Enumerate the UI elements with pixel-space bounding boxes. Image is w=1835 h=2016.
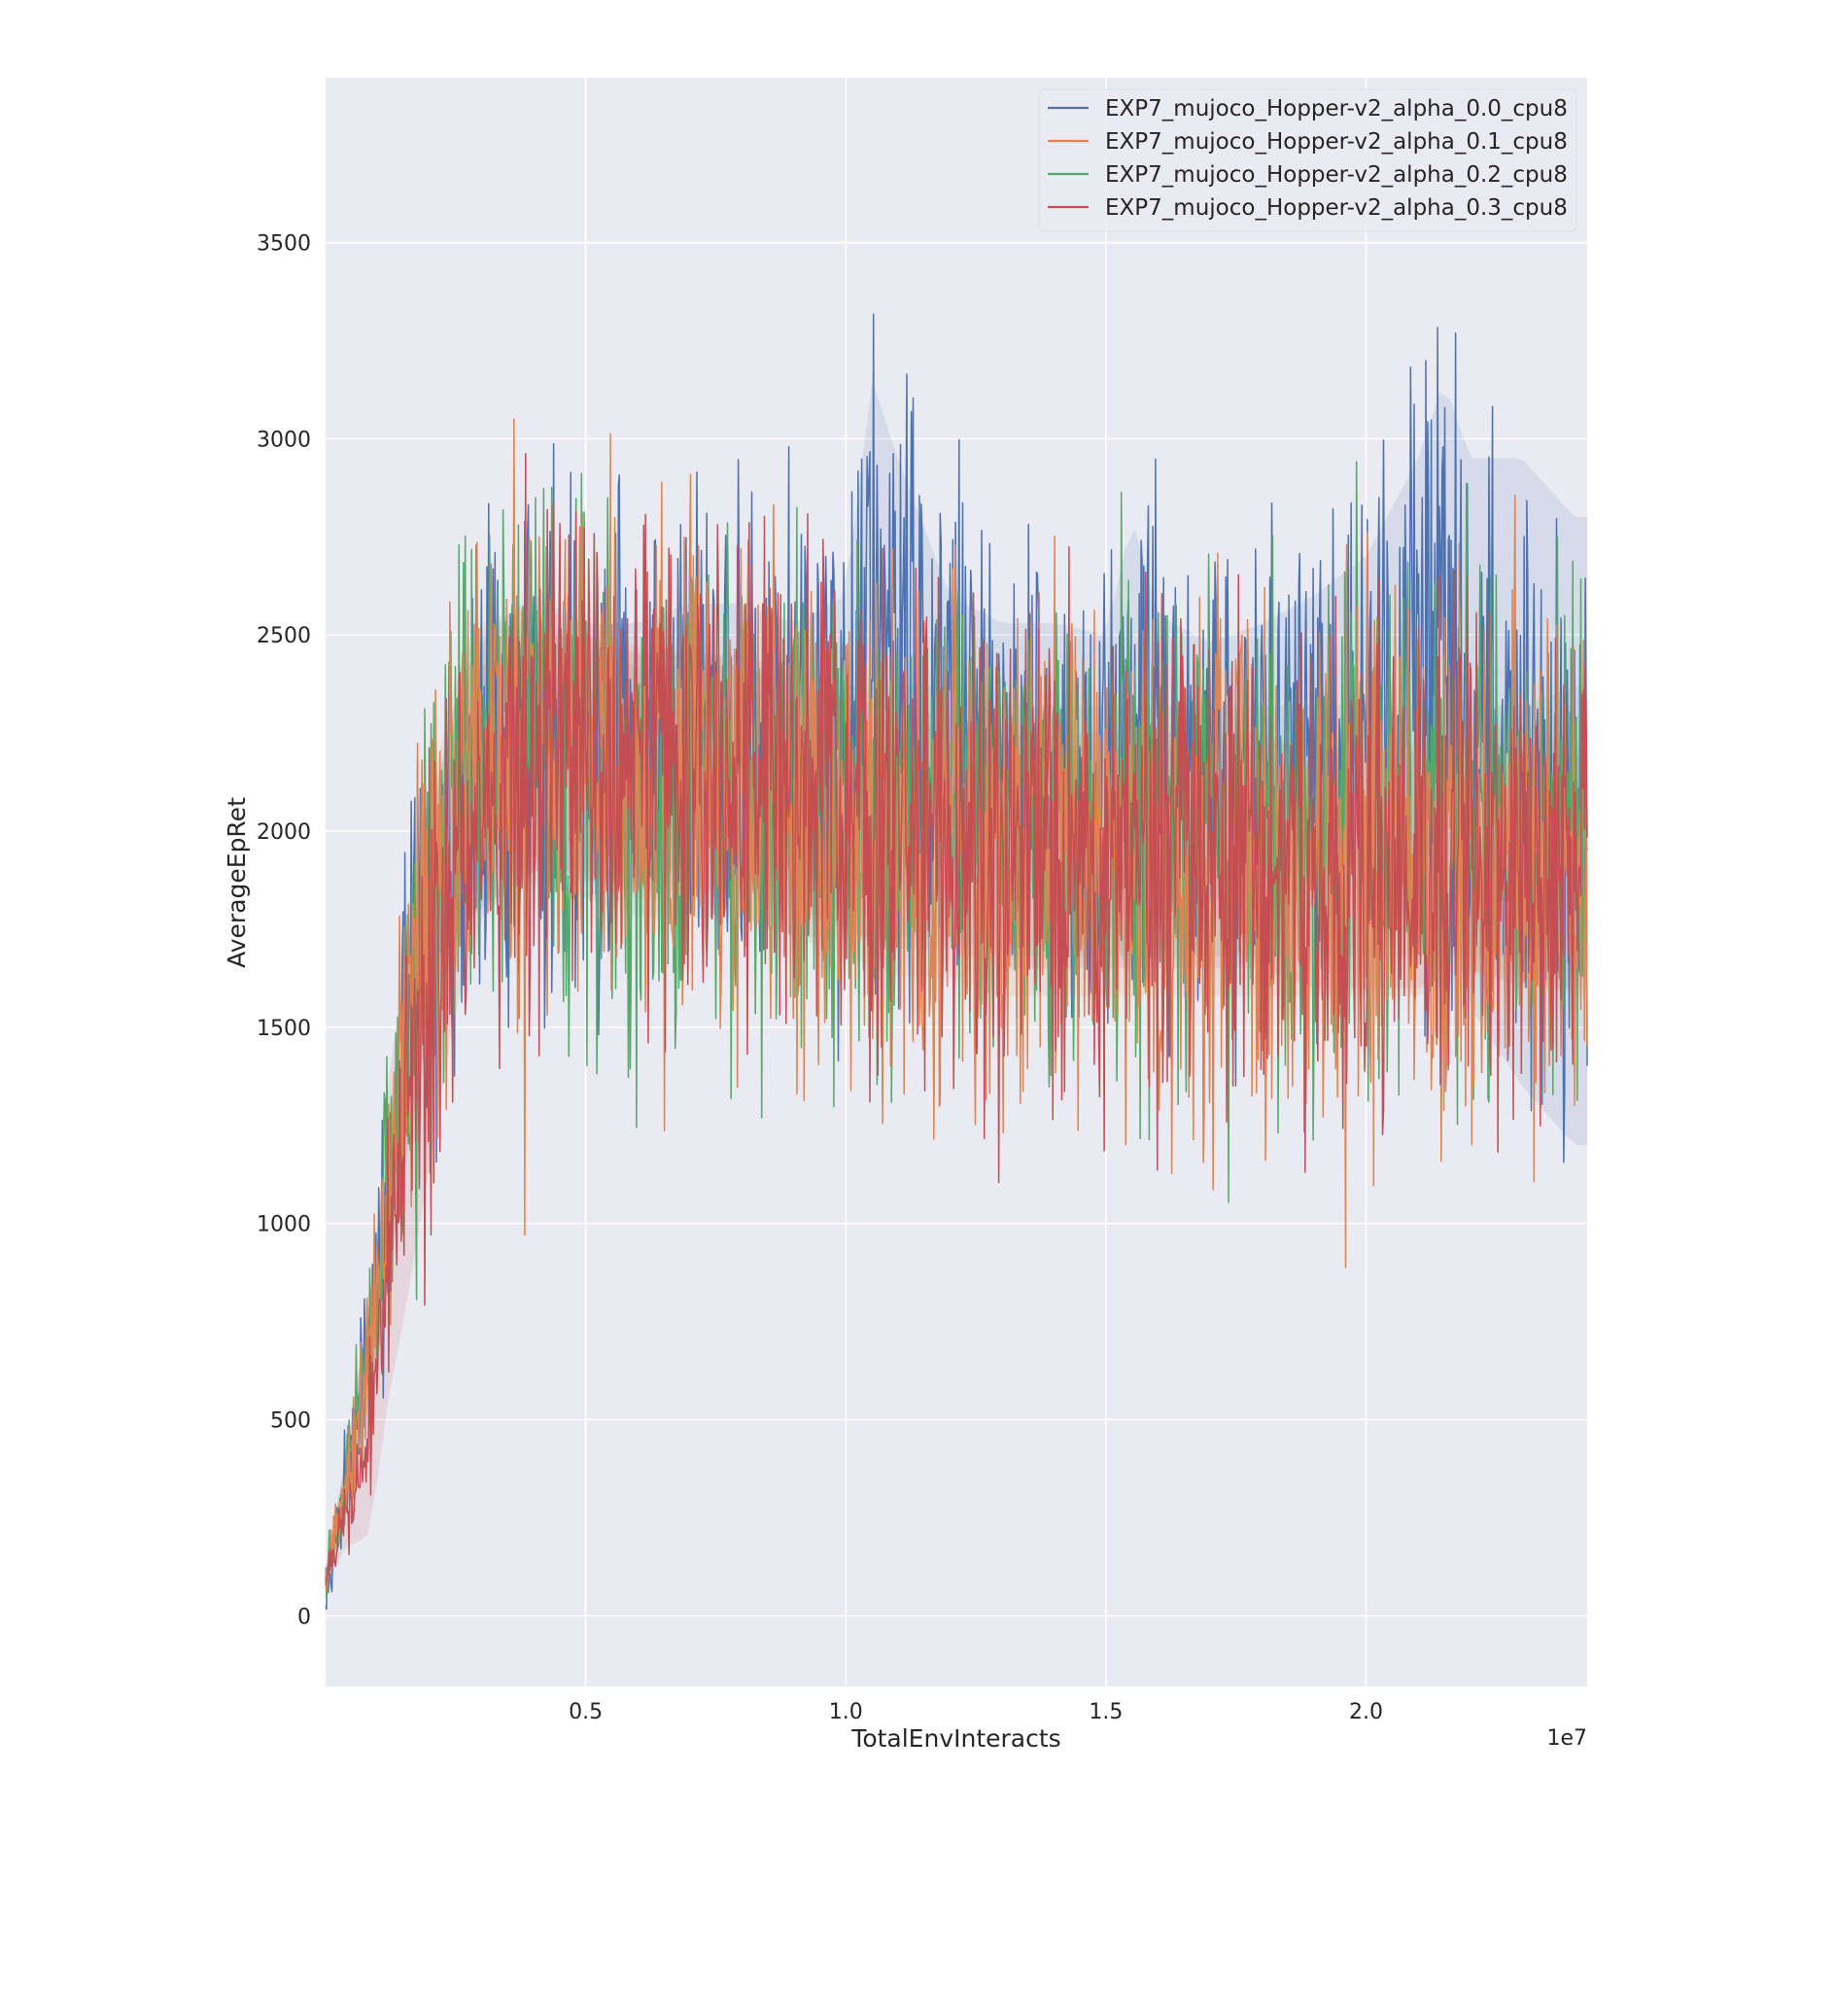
x-tick-label: 1.0 — [829, 1700, 863, 1724]
legend-entry: EXP7_mujoco_Hopper-v2_alpha_0.0_cpu8 — [1105, 96, 1568, 122]
x-tick-labels: 0.5 1.0 1.5 2.0 — [569, 1700, 1383, 1724]
x-tick-label: 1.5 — [1089, 1700, 1123, 1724]
x-axis-label: TotalEnvInteracts — [850, 1724, 1060, 1753]
x-tick-label: 0.5 — [569, 1700, 603, 1724]
x-tick-label: 2.0 — [1349, 1700, 1383, 1724]
y-axis-label: AverageEpRet — [223, 797, 251, 968]
y-tick-label: 1500 — [257, 1017, 311, 1041]
y-tick-label: 2000 — [257, 820, 311, 845]
legend-entry: EXP7_mujoco_Hopper-v2_alpha_0.3_cpu8 — [1105, 195, 1568, 221]
x-axis-offset-label: 1e7 — [1546, 1726, 1587, 1751]
y-tick-label: 0 — [297, 1605, 311, 1629]
legend: EXP7_mujoco_Hopper-v2_alpha_0.0_cpu8 EXP7… — [1038, 88, 1577, 232]
legend-box — [1038, 88, 1577, 232]
series-line — [325, 452, 1588, 1585]
legend-entry: EXP7_mujoco_Hopper-v2_alpha_0.1_cpu8 — [1105, 129, 1568, 155]
y-tick-label: 3000 — [257, 428, 311, 452]
y-tick-label: 500 — [270, 1409, 311, 1434]
y-tick-label: 1000 — [257, 1213, 311, 1237]
legend-entry: EXP7_mujoco_Hopper-v2_alpha_0.2_cpu8 — [1105, 162, 1568, 188]
series-lines — [325, 313, 1588, 1611]
y-tick-label: 3500 — [257, 232, 311, 257]
y-tick-labels: 0 500 1000 1500 2000 2500 3000 3500 — [257, 232, 311, 1630]
y-tick-label: 2500 — [257, 624, 311, 648]
